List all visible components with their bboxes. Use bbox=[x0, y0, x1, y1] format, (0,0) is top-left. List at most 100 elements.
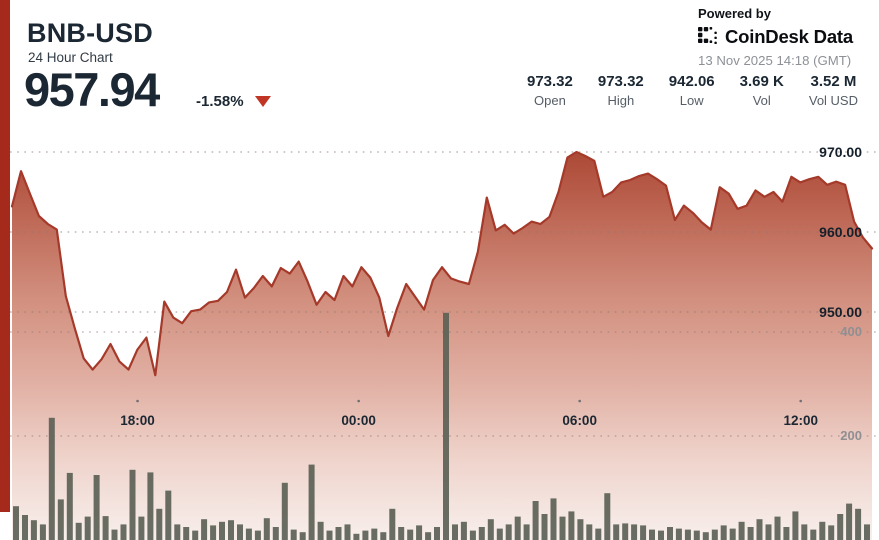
volume-bar bbox=[48, 417, 55, 540]
volume-bar bbox=[702, 532, 709, 540]
accent-stripe bbox=[0, 0, 10, 512]
price-line bbox=[10, 150, 874, 377]
volume-bar bbox=[111, 529, 118, 540]
volume-bar bbox=[39, 524, 46, 540]
current-price: 957.94 bbox=[24, 63, 160, 116]
volume-bar bbox=[362, 530, 369, 540]
volume-bar bbox=[837, 514, 844, 540]
volume-bar bbox=[496, 528, 503, 540]
volume-bar bbox=[452, 524, 458, 540]
volume-bar bbox=[738, 521, 745, 540]
page-title: BNB-USD bbox=[27, 18, 153, 48]
volume-bar bbox=[22, 515, 28, 540]
volume-bar bbox=[237, 524, 243, 540]
volume-bar bbox=[344, 524, 351, 540]
volume-bar bbox=[183, 527, 190, 540]
volume-axis-tick-400: 400 bbox=[840, 324, 862, 339]
time-axis-tick-06: 06:00 bbox=[562, 413, 597, 428]
coindesk-logo-icon bbox=[698, 26, 717, 44]
volume-bar bbox=[631, 524, 638, 540]
volume-bar bbox=[747, 527, 754, 540]
volume-bar bbox=[595, 528, 602, 540]
stat-low-label: Low bbox=[679, 93, 704, 108]
price-axis-tick-950: 950.00 bbox=[819, 304, 862, 320]
volume-bar bbox=[434, 527, 440, 540]
volume-bar bbox=[120, 524, 127, 540]
volume-bar bbox=[326, 530, 333, 540]
volume-bar bbox=[66, 472, 73, 540]
volume-bar bbox=[156, 508, 163, 540]
volume-bar bbox=[765, 524, 772, 540]
ohlc-stats-row: 973.32 Open 973.32 High 942.06 Low 3.69 … bbox=[527, 73, 858, 108]
volume-bar bbox=[129, 469, 136, 540]
stat-vol-value: 3.69 K bbox=[739, 73, 784, 90]
volume-bar bbox=[729, 528, 736, 540]
stat-vol-usd-value: 3.52 M bbox=[810, 73, 857, 90]
volume-bar bbox=[774, 516, 781, 540]
volume-bar bbox=[828, 525, 835, 540]
stat-low-value: 942.06 bbox=[668, 73, 715, 90]
stat-high-value: 973.32 bbox=[597, 73, 644, 90]
stat-vol-label: Vol bbox=[752, 93, 771, 108]
powered-by-label: Powered by bbox=[698, 6, 771, 21]
volume-bar bbox=[846, 503, 853, 540]
volume-bar bbox=[13, 506, 19, 540]
time-tick-dot bbox=[578, 399, 581, 403]
volume-bar bbox=[57, 499, 64, 540]
volume-bar bbox=[460, 521, 467, 540]
chart-timestamp: 13 Nov 2025 14:18 (GMT) bbox=[698, 53, 852, 68]
volume-bar bbox=[667, 527, 673, 540]
volume-bar bbox=[380, 532, 387, 540]
volume-bar bbox=[514, 516, 521, 540]
volume-bar bbox=[263, 518, 270, 540]
volume-bar bbox=[219, 521, 225, 540]
coindesk-data-brand[interactable]: CoinDesk Data bbox=[698, 26, 853, 48]
volume-bar bbox=[147, 472, 154, 540]
time-tick-dot bbox=[357, 399, 360, 403]
volume-bar bbox=[281, 482, 288, 540]
volume-bar bbox=[675, 528, 682, 540]
volume-bar bbox=[299, 532, 306, 540]
volume-bar bbox=[138, 516, 145, 540]
volume-bar bbox=[792, 511, 799, 540]
volume-bar bbox=[810, 529, 817, 540]
volume-bar bbox=[425, 532, 432, 540]
volume-bar bbox=[245, 528, 252, 540]
time-tick-dot bbox=[799, 399, 803, 403]
volume-bar bbox=[228, 520, 234, 540]
volume-bar bbox=[613, 524, 620, 540]
volume-bar bbox=[210, 525, 217, 540]
volume-bar bbox=[756, 519, 763, 540]
volume-bar bbox=[192, 530, 199, 540]
volume-bar bbox=[568, 511, 575, 540]
volume-bar bbox=[174, 524, 181, 540]
volume-bar bbox=[640, 525, 647, 540]
price-axis-tick-970: 970.00 bbox=[819, 144, 862, 160]
volume-bar bbox=[577, 519, 584, 540]
stat-vol: 3.69 K Vol bbox=[740, 73, 784, 108]
volume-bar bbox=[290, 529, 297, 540]
volume-bar bbox=[93, 475, 100, 540]
volume-bar bbox=[658, 530, 664, 540]
stat-high-label: High bbox=[607, 93, 635, 108]
stat-high: 973.32 High bbox=[598, 73, 644, 108]
volume-bar bbox=[398, 527, 405, 540]
price-axis-tick-960: 960.00 bbox=[819, 224, 862, 240]
volume-bar bbox=[559, 516, 566, 540]
volume-bar bbox=[532, 501, 539, 540]
stat-vol-usd: 3.52 M Vol USD bbox=[809, 73, 858, 108]
volume-bar bbox=[30, 520, 37, 540]
volume-bar bbox=[407, 529, 414, 540]
volume-bar bbox=[84, 516, 91, 540]
volume-bar bbox=[353, 533, 360, 540]
time-axis-tick-12: 12:00 bbox=[783, 413, 818, 428]
volume-bar bbox=[783, 527, 790, 540]
stat-open-value: 973.32 bbox=[526, 73, 573, 90]
volume-axis-tick-200: 200 bbox=[840, 428, 862, 443]
chart-subtitle: 24 Hour Chart bbox=[28, 50, 113, 65]
time-axis-tick-18: 18:00 bbox=[120, 413, 155, 428]
stat-open-label: Open bbox=[534, 93, 566, 108]
volume-bar bbox=[272, 527, 279, 540]
volume-bar bbox=[693, 530, 700, 540]
